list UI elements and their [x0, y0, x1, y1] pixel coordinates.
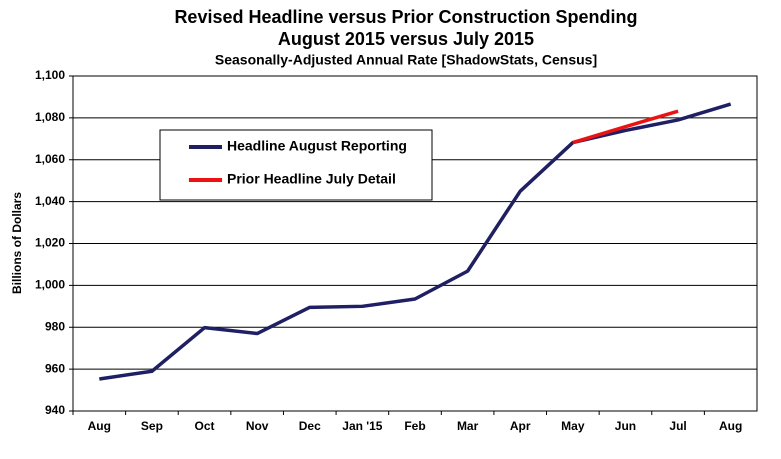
x-tick-label: Sep — [141, 419, 163, 433]
x-tick-label: Feb — [404, 419, 425, 433]
x-tick-label: Mar — [457, 419, 479, 433]
series-line — [99, 102, 732, 381]
y-tick-label: 1,080 — [35, 110, 65, 124]
x-tick-label: Dec — [299, 419, 321, 433]
chart-title: Revised Headline versus Prior Constructi… — [174, 7, 637, 27]
x-tick-label: Aug — [719, 419, 742, 433]
x-tick-label: Oct — [195, 419, 215, 433]
x-tick-label: Nov — [246, 419, 269, 433]
y-tick-label: 940 — [45, 403, 65, 417]
y-axis-label: Billions of Dollars — [10, 192, 24, 294]
y-tick-label: 1,100 — [35, 68, 65, 82]
x-tick-label: Apr — [510, 419, 531, 433]
series-line — [572, 109, 679, 145]
y-tick-label: 1,000 — [35, 278, 65, 292]
y-tick-label: 1,060 — [35, 152, 65, 166]
y-tick-label: 980 — [45, 319, 65, 333]
x-tick-label: Aug — [88, 419, 111, 433]
x-tick-label: Jan '15 — [342, 419, 383, 433]
legend-box — [159, 129, 433, 201]
plot-frame — [72, 75, 758, 412]
legend: Headline August Reporting Prior Headline … — [159, 129, 433, 201]
y-tick-label: 960 — [45, 361, 65, 375]
y-tick-label: 1,020 — [35, 236, 65, 250]
legend-label: Headline August Reporting — [227, 138, 407, 154]
chart-subtitle: August 2015 versus July 2015 — [278, 29, 534, 49]
x-tick-label: Jul — [669, 419, 686, 433]
chart-note: Seasonally-Adjusted Annual Rate [ShadowS… — [215, 52, 597, 68]
x-tick-label: Jun — [615, 419, 636, 433]
y-tick-label: 1,040 — [35, 194, 65, 208]
x-tick-label: May — [561, 419, 585, 433]
legend-label: Prior Headline July Detail — [227, 171, 396, 187]
